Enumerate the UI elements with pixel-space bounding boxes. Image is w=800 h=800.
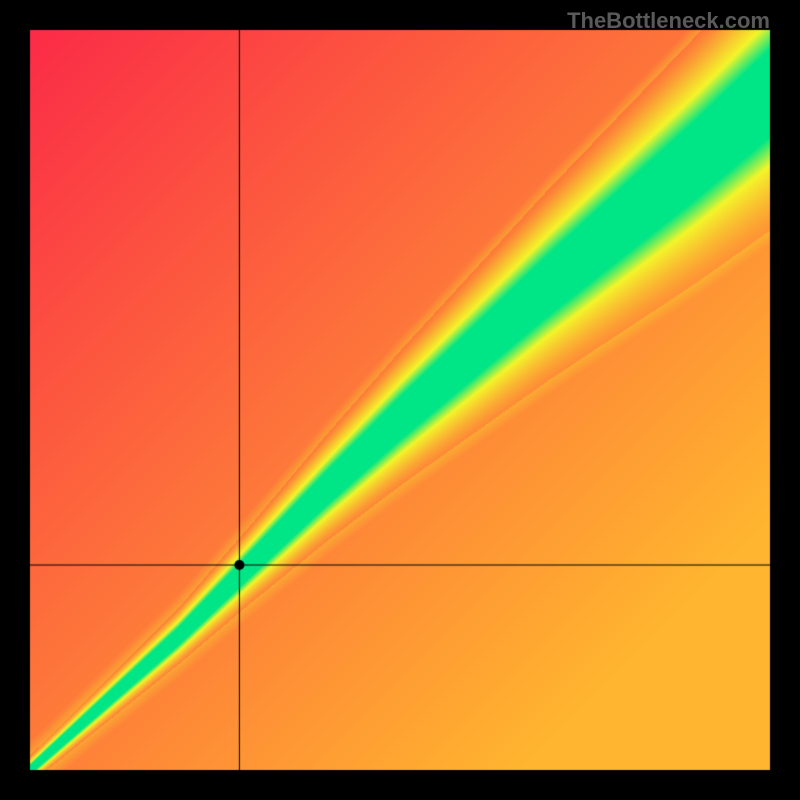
chart-container: TheBottleneck.com — [0, 0, 800, 800]
watermark-text: TheBottleneck.com — [567, 8, 770, 34]
heatmap-canvas — [0, 0, 800, 800]
